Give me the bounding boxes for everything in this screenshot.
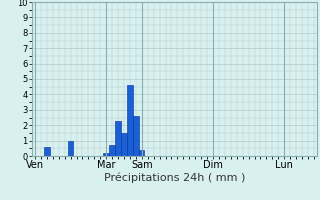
- X-axis label: Précipitations 24h ( mm ): Précipitations 24h ( mm ): [104, 173, 245, 183]
- Bar: [109, 145, 115, 156]
- Bar: [103, 153, 109, 156]
- Bar: [127, 85, 132, 156]
- Bar: [139, 150, 144, 156]
- Bar: [116, 121, 121, 156]
- Bar: [133, 116, 139, 156]
- Bar: [68, 141, 73, 156]
- Bar: [121, 133, 127, 156]
- Bar: [44, 147, 50, 156]
